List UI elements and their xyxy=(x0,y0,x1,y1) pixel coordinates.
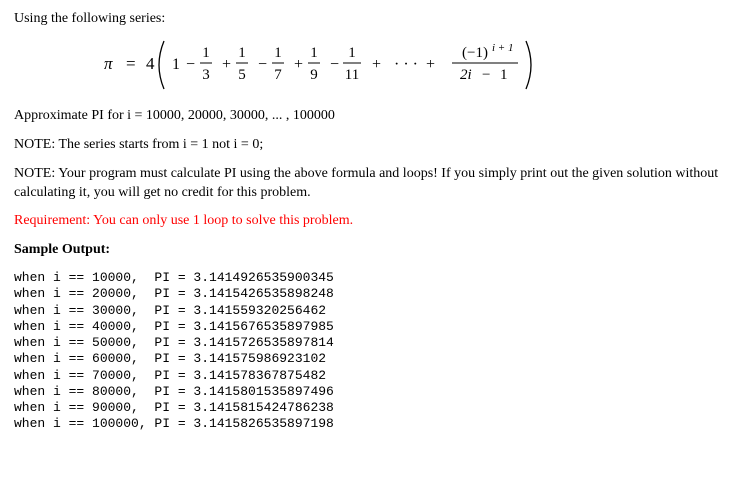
op-6: + xyxy=(372,56,381,73)
sample-output-label: Sample Output: xyxy=(14,241,722,260)
term-1: 1 xyxy=(172,56,180,73)
svg-text:2i: 2i xyxy=(460,67,472,83)
op-2: + xyxy=(222,56,231,73)
pi-series-formula: π = 4 1 − 1 3 + 1 5 − 1 7 + 1 xyxy=(104,39,722,89)
svg-text:9: 9 xyxy=(310,67,318,83)
svg-text:3: 3 xyxy=(202,67,210,83)
op-4: + xyxy=(294,56,303,73)
frac-last: (−1) i + 1 2i − 1 xyxy=(452,42,518,83)
sym-four: 4 xyxy=(146,54,155,73)
frac-1-9: 1 9 xyxy=(308,45,320,83)
svg-text:1: 1 xyxy=(348,45,356,61)
op-1: − xyxy=(186,56,195,73)
svg-text:−: − xyxy=(482,67,490,83)
op-7: + xyxy=(426,56,435,73)
svg-text:1: 1 xyxy=(274,45,282,61)
svg-text:1: 1 xyxy=(500,67,508,83)
svg-text:7: 7 xyxy=(274,67,282,83)
svg-text:1: 1 xyxy=(310,45,318,61)
svg-text:5: 5 xyxy=(238,67,246,83)
requirement-line: Requirement: You can only use 1 loop to … xyxy=(14,212,722,231)
sym-pi: π xyxy=(104,54,113,73)
frac-1-5: 1 5 xyxy=(236,45,248,83)
svg-text:(−1): (−1) xyxy=(462,45,488,61)
intro-text: Using the following series: xyxy=(14,10,722,29)
svg-text:1: 1 xyxy=(202,45,210,61)
frac-1-11: 1 11 xyxy=(343,45,361,83)
left-paren xyxy=(159,41,164,89)
op-5: − xyxy=(330,56,339,73)
dots: · · · xyxy=(394,56,418,73)
svg-text:i + 1: i + 1 xyxy=(492,42,513,54)
frac-1-3: 1 3 xyxy=(200,45,212,83)
sym-eq: = xyxy=(126,54,136,73)
approximate-line: Approximate PI for i = 10000, 20000, 300… xyxy=(14,107,722,126)
op-3: − xyxy=(258,56,267,73)
note-1: NOTE: The series starts from i = 1 not i… xyxy=(14,136,722,155)
frac-1-7: 1 7 xyxy=(272,45,284,83)
note-2: NOTE: Your program must calculate PI usi… xyxy=(14,165,722,203)
right-paren xyxy=(526,41,531,89)
sample-output-block: when i == 10000, PI = 3.1414926535900345… xyxy=(14,270,722,433)
svg-text:11: 11 xyxy=(345,67,359,83)
svg-text:1: 1 xyxy=(238,45,246,61)
